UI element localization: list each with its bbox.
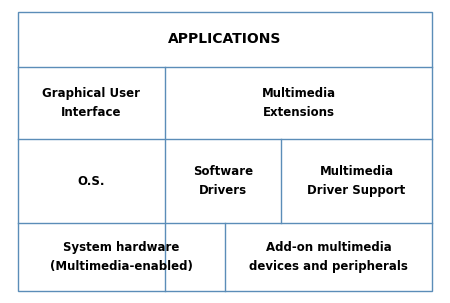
Text: System hardware
(Multimedia-enabled): System hardware (Multimedia-enabled) [50,241,193,273]
Text: Graphical User
Interface: Graphical User Interface [42,87,140,119]
Text: O.S.: O.S. [78,175,105,188]
Text: Multimedia
Driver Support: Multimedia Driver Support [307,165,405,197]
Text: Add-on multimedia
devices and peripherals: Add-on multimedia devices and peripheral… [249,241,408,273]
Text: APPLICATIONS: APPLICATIONS [168,32,282,46]
Text: Software
Drivers: Software Drivers [193,165,253,197]
Text: Multimedia
Extensions: Multimedia Extensions [261,87,336,119]
